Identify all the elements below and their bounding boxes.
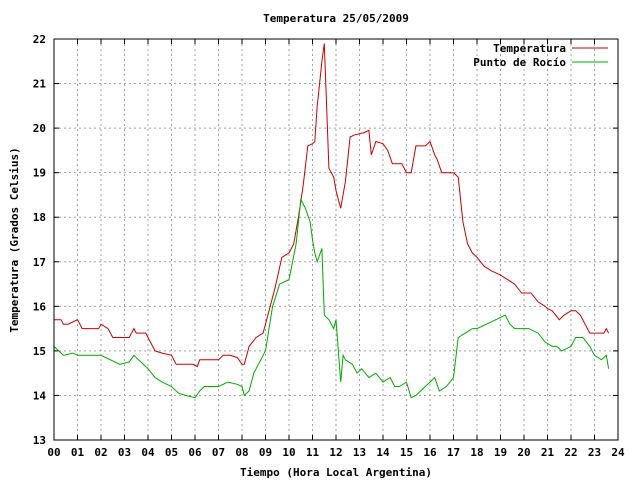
x-tick-label: 02 xyxy=(94,446,107,459)
x-tick-label: 21 xyxy=(541,446,555,459)
series-layer xyxy=(53,43,610,399)
x-tick-label: 11 xyxy=(306,446,320,459)
y-tick-label: 14 xyxy=(33,389,47,402)
x-tick-label: 08 xyxy=(235,446,248,459)
grid-layer xyxy=(53,38,619,441)
y-axis-label: Temperatura (Grados Celsius) xyxy=(8,147,21,332)
x-tick-label: 03 xyxy=(118,446,131,459)
x-tick-label: 16 xyxy=(423,446,437,459)
x-axis-label: Tiempo (Hora Local Argentina) xyxy=(240,466,432,479)
x-tick-label: 01 xyxy=(71,446,85,459)
x-tick-label: 15 xyxy=(400,446,413,459)
x-tick-label: 06 xyxy=(188,446,202,459)
chart-title: Temperatura 25/05/2009 xyxy=(263,12,409,25)
x-tick-label: 17 xyxy=(447,446,460,459)
x-tick-label: 23 xyxy=(588,446,601,459)
x-tick-label: 14 xyxy=(376,446,390,459)
series-line-temperatura xyxy=(54,43,610,368)
y-tick-label: 13 xyxy=(33,434,46,447)
y-tick-label: 21 xyxy=(33,78,47,91)
x-tick-label: 10 xyxy=(282,446,295,459)
x-tick-label: 22 xyxy=(564,446,577,459)
x-tick-label: 05 xyxy=(165,446,178,459)
x-tick-label: 09 xyxy=(259,446,272,459)
x-tick-labels: 00 01 02 03 04 05 06 07 08 09 10 11 12 13 14 15 16 17 18 19… xyxy=(47,446,625,459)
x-tick-label: 19 xyxy=(494,446,507,459)
legend-label: Temperatura xyxy=(493,42,566,55)
y-tick-label: 19 xyxy=(33,167,46,180)
y-tick-label: 17 xyxy=(33,256,46,269)
x-tick-label: 00 xyxy=(47,446,60,459)
x-tick-label: 12 xyxy=(329,446,342,459)
x-tick-label: 20 xyxy=(517,446,530,459)
y-tick-label: 16 xyxy=(33,300,47,313)
x-tick-label: 04 xyxy=(141,446,155,459)
series-line-punto-de-rocio xyxy=(53,197,610,399)
plot-frame xyxy=(53,38,619,441)
legend-label: Punto de Rocío xyxy=(473,56,566,69)
y-tick-label: 22 xyxy=(33,33,46,46)
x-tick-label: 24 xyxy=(611,446,625,459)
x-tick-label: 18 xyxy=(470,446,483,459)
y-tick-label: 18 xyxy=(33,211,46,224)
y-tick-label: 15 xyxy=(33,345,46,358)
x-tick-label: 07 xyxy=(212,446,225,459)
y-tick-label: 20 xyxy=(33,122,46,135)
y-tick-labels: 13 14 15 16 17 18 19 20 21 22 xyxy=(33,33,47,447)
x-tick-label: 13 xyxy=(353,446,366,459)
